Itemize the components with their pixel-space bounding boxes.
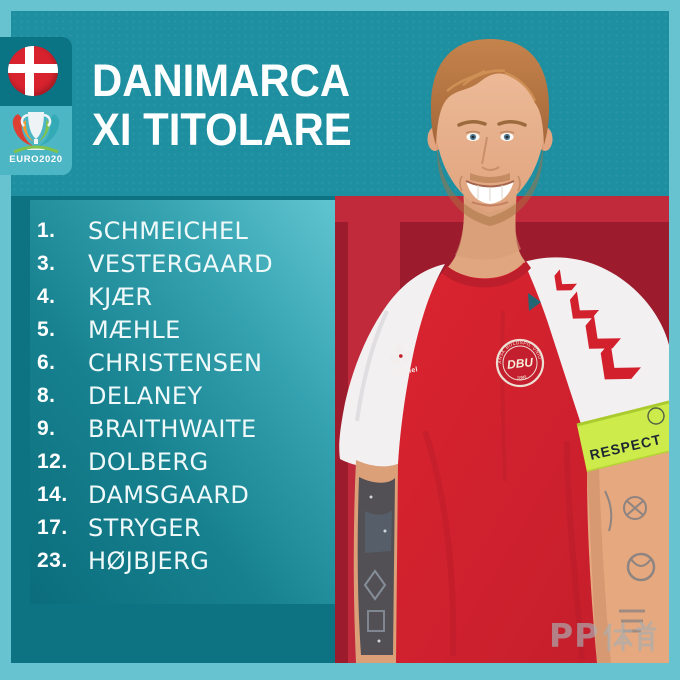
jersey-right-sleeve: [524, 257, 669, 430]
eyebrows: [457, 120, 487, 127]
player-number: 17.: [37, 515, 68, 539]
uefa-respect-logo-icon: [647, 407, 665, 425]
cjk-sports-glyphs: [603, 621, 657, 651]
crest-year: 1889: [515, 374, 528, 382]
lineup-row: 3. VESTERGAARD: [30, 247, 335, 280]
jersey-left-sleeve: [339, 264, 445, 468]
left-forearm: [353, 460, 398, 663]
player-number: 5.: [37, 317, 56, 341]
player-number: 14.: [37, 482, 68, 506]
lineup-row: 14. DAMSGAARD: [30, 478, 335, 511]
player-name: CHRISTENSEN: [88, 348, 263, 377]
lineup-row: 12. DOLBERG: [30, 445, 335, 478]
hummel-chevrons: [554, 269, 641, 380]
smile: [459, 175, 521, 207]
title-line-2: XI TITOLARE: [92, 104, 352, 155]
player-number: 4.: [37, 284, 56, 308]
player-name: DOLBERG: [88, 447, 209, 476]
lineup-row: 23. HØJBJERG: [30, 544, 335, 577]
player-name: HØJBJERG: [88, 546, 210, 575]
lineup-list: 1. SCHMEICHEL 3. VESTERGAARD 4. KJÆR 5. …: [30, 214, 335, 577]
jersey-collar: [442, 261, 531, 288]
captain-armband: RESPECT: [576, 400, 669, 474]
denmark-flag-icon: [8, 46, 58, 96]
sleeve-seam-detail: [528, 293, 541, 311]
player-name: SCHMEICHEL: [88, 216, 249, 245]
crest-center-text: DBU: [506, 355, 534, 372]
player-number: 9.: [37, 416, 56, 440]
lineup-row: 4. KJÆR: [30, 280, 335, 313]
player-number: 6.: [37, 350, 56, 374]
player-name: MÆHLE: [88, 315, 181, 344]
euro2020-wordmark: EURO2020: [9, 154, 63, 165]
arm-tattoos: [363, 495, 392, 643]
hair: [430, 39, 550, 145]
eyes: [465, 130, 515, 141]
euro2020-trophy-icon: [12, 112, 60, 154]
flag-section: [0, 37, 72, 106]
hummel-wordmark: hummel: [389, 366, 418, 378]
player-photo: RESPECT: [339, 39, 669, 663]
page-title: DANIMARCA XI TITOLARE: [92, 56, 352, 154]
lineup-list-panel: 1. SCHMEICHEL 3. VESTERGAARD 4. KJÆR 5. …: [30, 200, 335, 604]
watermark: PP: [549, 616, 661, 655]
player-number: 23.: [37, 548, 68, 572]
nose: [481, 136, 500, 171]
watermark-pp-text: PP: [549, 616, 600, 655]
lineup-row: 6. CHRISTENSEN: [30, 346, 335, 379]
player-name: BRAITHWAITE: [88, 414, 257, 443]
player-number: 12.: [37, 449, 68, 473]
euro2020-section: EURO2020: [0, 106, 72, 175]
svg-text:1889: 1889: [515, 374, 528, 382]
player-name: STRYGER: [88, 513, 201, 542]
player-name: VESTERGAARD: [88, 249, 273, 278]
player-number: 1.: [37, 218, 56, 242]
flag-cross-vertical: [25, 46, 34, 96]
lineup-row: 1. SCHMEICHEL: [30, 214, 335, 247]
badge-panel: EURO2020: [0, 37, 72, 175]
lineup-row: 8. DELANEY: [30, 379, 335, 412]
title-line-1: DANIMARCA: [92, 55, 351, 106]
hummel-logo: hummel: [389, 344, 418, 378]
player-head: [427, 39, 553, 226]
player-name: DAMSGAARD: [88, 480, 250, 509]
lineup-row: 9. BRAITHWAITE: [30, 412, 335, 445]
player-number: 3.: [37, 251, 56, 275]
lineup-row: 17. STRYGER: [30, 511, 335, 544]
player-name: KJÆR: [88, 282, 153, 311]
beard-stubble: [436, 143, 544, 226]
player-number: 8.: [37, 383, 56, 407]
right-forearm: [587, 452, 669, 663]
player-name: DELANEY: [88, 381, 203, 410]
lineup-row: 5. MÆHLE: [30, 313, 335, 346]
